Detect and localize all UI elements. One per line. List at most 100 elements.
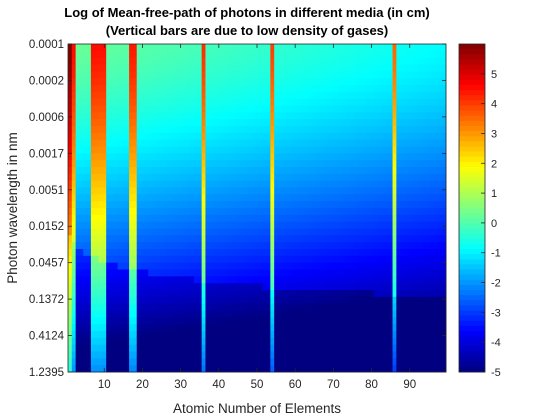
heatmap-cell: [216, 317, 222, 325]
heatmap-cell: [320, 167, 325, 175]
heatmap-cell: [125, 235, 130, 243]
heatmap-cell: [129, 201, 134, 209]
heatmap-cell: [384, 249, 390, 257]
heatmap-cell: [247, 112, 252, 120]
heatmap-cell: [396, 317, 401, 325]
heatmap-cell: [140, 290, 145, 298]
heatmap-cell: [178, 105, 183, 113]
heatmap-cell: [354, 91, 359, 100]
heatmap-cell: [106, 208, 111, 216]
heatmap-cell: [415, 269, 420, 277]
heatmap-cell: [396, 112, 401, 120]
heatmap-cell: [411, 85, 416, 93]
heatmap-cell: [171, 296, 176, 305]
heatmap-cell: [323, 173, 329, 182]
heatmap-cell: [90, 201, 96, 209]
heatmap-cell: [216, 153, 222, 161]
heatmap-cell: [362, 255, 367, 264]
heatmap-cell: [155, 64, 161, 72]
heatmap-cell: [392, 331, 397, 339]
heatmap-cell: [171, 180, 176, 188]
heatmap-cell: [335, 173, 340, 182]
heatmap-cell: [274, 98, 279, 106]
heatmap-cell: [419, 276, 424, 284]
heatmap-cell: [167, 290, 172, 298]
heatmap-cell: [331, 358, 336, 366]
heatmap-cell: [388, 242, 393, 250]
heatmap-cell: [182, 139, 187, 147]
heatmap-cell: [68, 160, 73, 168]
heatmap-cell: [442, 242, 447, 250]
heatmap-cell: [274, 194, 279, 202]
colorbar-segment: [459, 361, 485, 368]
heatmap-cell: [392, 78, 397, 86]
heatmap-cell: [152, 167, 157, 175]
heatmap-cell: [293, 228, 298, 236]
heatmap-cell: [331, 98, 336, 106]
heatmap-cell: [152, 214, 157, 223]
heatmap-cell: [320, 98, 325, 106]
heatmap-cell: [117, 85, 122, 93]
heatmap-cell: [285, 44, 290, 52]
heatmap-cell: [247, 146, 252, 154]
heatmap-cell: [125, 153, 130, 161]
heatmap-cell: [426, 208, 432, 216]
heatmap-cell: [342, 78, 348, 86]
heatmap-cell: [308, 112, 313, 120]
heatmap-cell: [236, 249, 241, 257]
heatmap-cell: [182, 228, 187, 236]
colorbar-frame: [458, 43, 486, 373]
heatmap-cell: [415, 351, 420, 359]
colorbar-tick-label: 3: [491, 128, 497, 140]
heatmap-cell: [209, 85, 214, 93]
heatmap-cells: [68, 44, 447, 373]
heatmap-cell: [430, 290, 435, 298]
heatmap-cell: [236, 187, 241, 195]
heatmap-cell: [159, 201, 164, 209]
heatmap-cell: [220, 50, 225, 59]
heatmap-cell: [430, 221, 435, 229]
heatmap-cell: [438, 228, 443, 236]
heatmap-cell: [320, 365, 325, 373]
heatmap-cell: [148, 228, 153, 236]
heatmap-cell: [228, 126, 233, 134]
heatmap-cell: [243, 283, 248, 291]
heatmap-cell: [129, 78, 134, 86]
heatmap-cell: [171, 132, 176, 141]
heatmap-cell: [209, 249, 214, 257]
heatmap-cell: [438, 344, 443, 352]
heatmap-cell: [87, 276, 92, 284]
heatmap-cell: [216, 91, 222, 100]
heatmap-cell: [373, 187, 378, 195]
heatmap-cell: [228, 201, 233, 209]
heatmap-cell: [201, 276, 206, 284]
heatmap-cell: [113, 317, 119, 325]
heatmap-cell: [106, 57, 111, 65]
heatmap-cell: [362, 276, 367, 284]
heatmap-cell: [228, 276, 233, 284]
heatmap-cell: [262, 310, 267, 318]
heatmap-cell: [369, 98, 374, 106]
heatmap-cell: [117, 358, 122, 366]
heatmap-cell: [320, 337, 325, 346]
heatmap-cell: [79, 228, 84, 236]
heatmap-cell: [426, 276, 432, 284]
heatmap-cell: [213, 50, 218, 59]
heatmap-cell: [331, 153, 336, 161]
heatmap-cell: [144, 331, 149, 339]
heatmap-cell: [182, 317, 187, 325]
colorbar-segment: [459, 172, 485, 178]
heatmap-cell: [79, 303, 84, 311]
heatmap-cell: [369, 146, 374, 154]
heatmap-cell: [396, 228, 401, 236]
heatmap-cell: [125, 187, 130, 195]
heatmap-cell: [281, 358, 287, 366]
heatmap-cell: [297, 146, 302, 154]
heatmap-cell: [289, 71, 294, 79]
heatmap-cell: [110, 249, 115, 257]
heatmap-cell: [228, 331, 233, 339]
heatmap-cell: [75, 78, 80, 86]
heatmap-cell: [190, 194, 195, 202]
heatmap-cell: [94, 344, 99, 352]
heatmap-cell: [293, 180, 298, 188]
